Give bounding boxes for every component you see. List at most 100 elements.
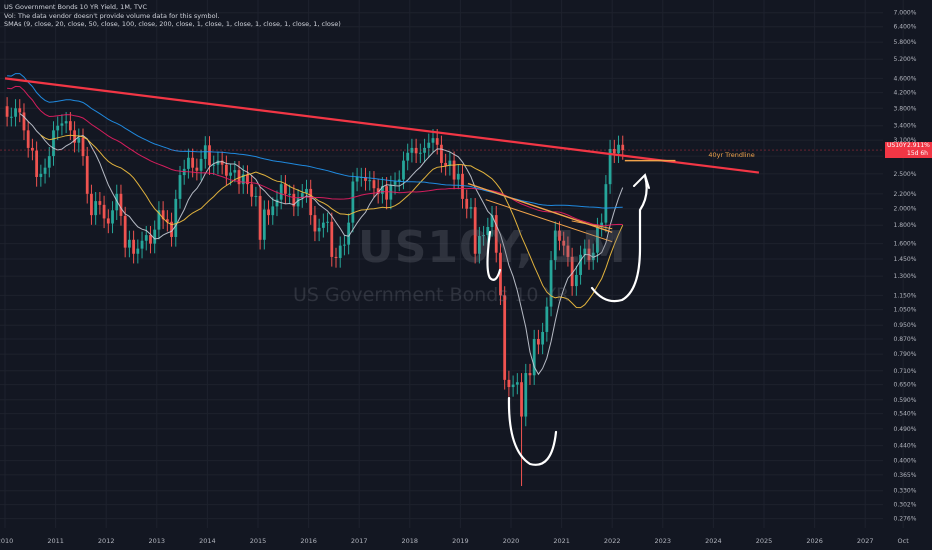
trendline-40yr: [4, 77, 760, 174]
candle-body: [545, 306, 549, 332]
candle-body: [233, 170, 237, 173]
candle-body: [288, 193, 292, 195]
price-tag-value: 2.911%: [907, 142, 930, 149]
candle-body: [128, 239, 131, 248]
candle-body: [372, 180, 376, 189]
drawing-right-cup: [590, 174, 648, 303]
candle-body: [258, 195, 262, 240]
candle-body: [77, 137, 81, 143]
sma-20-line: [40, 134, 624, 309]
candle-body: [157, 210, 161, 230]
candle-body: [414, 147, 418, 154]
candle-body: [393, 181, 397, 185]
candle-body: [26, 130, 30, 148]
candle-body: [178, 175, 182, 199]
candle-body: [343, 244, 346, 246]
drawing-small-cup: [486, 230, 502, 281]
candle-body: [494, 215, 498, 253]
candle-body: [43, 167, 47, 174]
candle-body: [566, 245, 570, 257]
candle-body: [427, 142, 431, 148]
x-axis-tick-label: 2025: [756, 537, 773, 545]
candle-body: [56, 125, 60, 131]
x-axis-tick-label: 2019: [452, 537, 469, 545]
candle-body: [351, 181, 355, 223]
candle-body: [35, 150, 39, 177]
candle-body: [490, 215, 494, 227]
x-axis-tick-label: 2013: [149, 537, 166, 545]
candle-body: [254, 195, 258, 197]
last-price-tag: US10Y 2.911% 15d 6h: [885, 142, 932, 158]
candle-body: [284, 184, 287, 194]
candle-body: [461, 173, 464, 199]
candle-body: [473, 207, 477, 254]
candle-body: [85, 156, 89, 194]
y-axis-tick-label: 0.870%: [894, 336, 917, 343]
candle-body: [275, 199, 279, 207]
candle-body: [22, 112, 26, 131]
candle-body: [229, 172, 232, 176]
candle-body: [292, 193, 296, 207]
candle-body: [330, 221, 334, 257]
candle-body: [94, 201, 98, 216]
y-axis-tick-label: 3.800%: [894, 105, 917, 112]
y-axis-tick-label: 4.600%: [894, 75, 917, 82]
candle-body: [132, 239, 135, 254]
candle-body: [503, 295, 507, 380]
candle-body: [469, 207, 473, 209]
candle-body: [435, 138, 439, 145]
y-axis-tick-label: 1.150%: [894, 292, 917, 299]
candle-body: [241, 174, 245, 185]
candle-body: [170, 221, 173, 237]
candle-body: [583, 248, 587, 255]
candle-body: [64, 121, 68, 124]
candle-body: [486, 226, 490, 236]
candle-body: [537, 338, 540, 345]
price-tag-symbol: US10Y: [887, 142, 907, 149]
candle-body: [279, 184, 283, 200]
y-axis-tick-label: 4.200%: [894, 90, 917, 97]
candle-body: [499, 252, 502, 296]
watermark-name: US Government Bonds 10 YR: [293, 284, 570, 306]
candle-body: [199, 158, 203, 171]
legend-sma-line[interactable]: SMAs (9, close, 20, close, 50, close, 10…: [4, 20, 341, 28]
candle-body: [195, 167, 199, 171]
x-axis-tick-label: 2012: [98, 537, 115, 545]
candle-body: [574, 274, 578, 287]
y-axis-tick-label: 6.400%: [894, 24, 917, 31]
candle-body: [174, 198, 178, 237]
x-axis-tick-label: 2016: [300, 537, 317, 545]
x-axis-tick-label: 2017: [351, 537, 368, 545]
candle-body: [300, 193, 304, 199]
candle-body: [406, 152, 410, 161]
candle-body: [444, 162, 448, 166]
legend-title[interactable]: US Government Bonds 10 YR Yield, 1M, TVC: [4, 3, 148, 11]
candle-body: [604, 184, 608, 223]
candle-body: [482, 235, 485, 237]
candle-body: [216, 160, 220, 165]
x-axis-tick-label: 2024: [705, 537, 722, 545]
candle-body: [119, 193, 123, 216]
x-axis-tick-label: 2023: [655, 537, 672, 545]
candle-body: [507, 379, 511, 388]
y-axis-tick-label: 1.050%: [894, 307, 917, 314]
candle-body: [52, 130, 55, 157]
y-axis-tick-label: 0.490%: [894, 426, 917, 433]
candle-body: [18, 108, 22, 113]
candle-body: [309, 188, 313, 216]
candle-body: [98, 201, 102, 205]
candle-body: [90, 193, 93, 216]
candle-body: [224, 164, 228, 176]
y-axis-tick-label: 1.800%: [894, 222, 917, 229]
x-axis-tick-label: 2020: [503, 537, 520, 545]
candle-body: [418, 152, 422, 154]
y-axis-tick-label: 2.500%: [894, 171, 917, 178]
candle-body: [456, 173, 460, 180]
y-axis-tick-label: 0.950%: [894, 322, 917, 329]
y-axis-tick-label: 0.440%: [894, 443, 917, 450]
y-axis-tick-label: 0.590%: [894, 397, 917, 404]
candle-body: [313, 215, 317, 232]
